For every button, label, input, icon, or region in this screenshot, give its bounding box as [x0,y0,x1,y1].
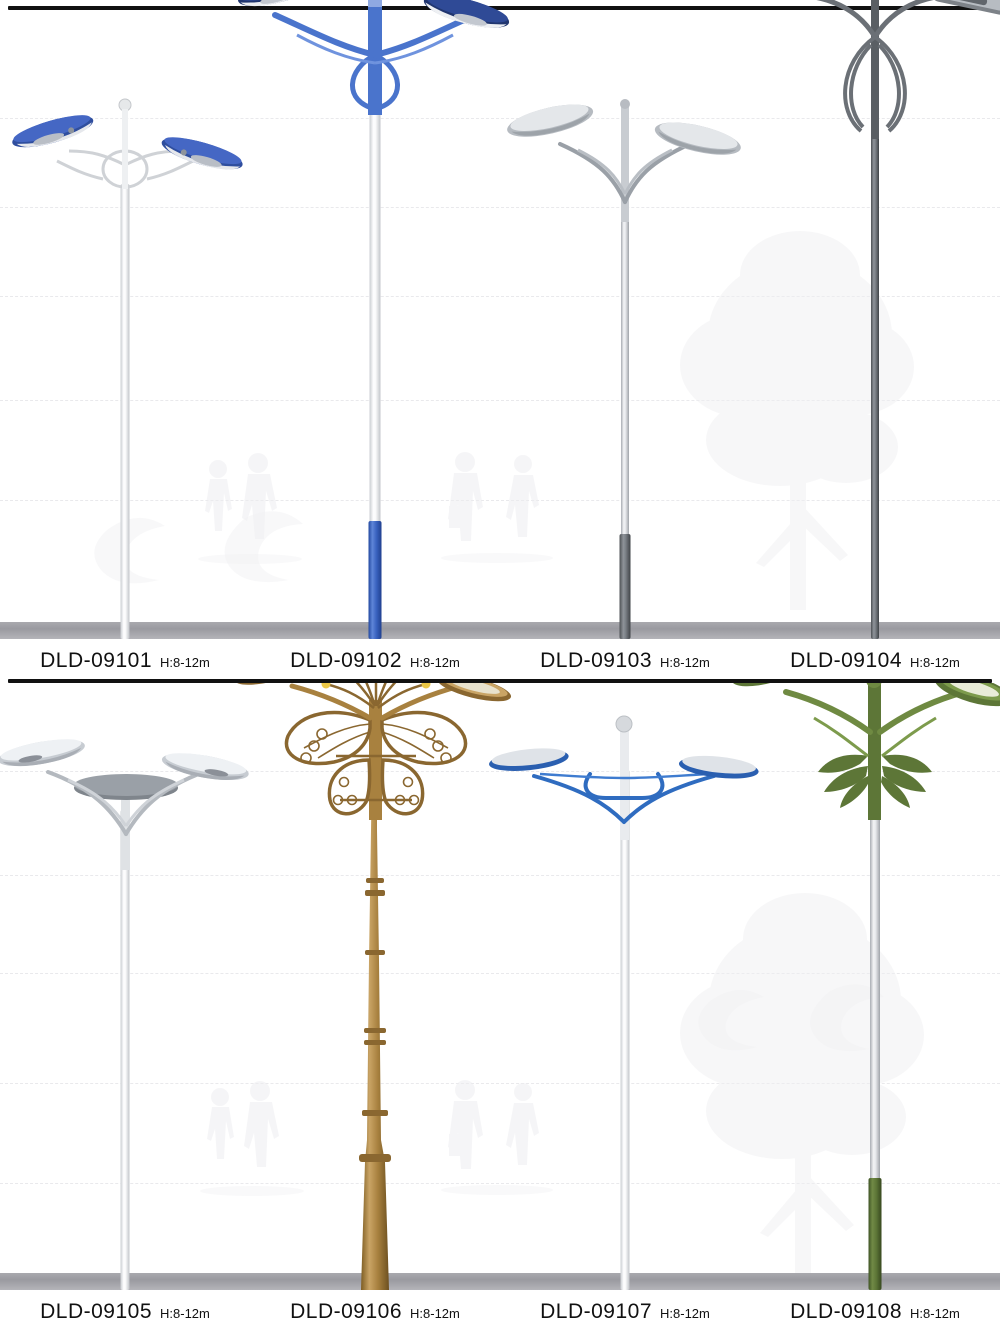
label-row-top: DLD-09101 H:8-12m DLD-09102 H:8-12m DLD-… [0,639,1000,683]
scene-bottom [0,683,1000,1334]
lamp-assembly-dld-09105 [0,739,249,870]
product-code: DLD-09108 [790,1300,903,1323]
product-figure-dld-09101 [0,39,250,639]
gridline [0,771,1000,772]
product-spec: H:8-12m [660,1306,710,1321]
lamp-head-left [12,115,94,148]
gridline [0,1183,1000,1184]
product-figure-dld-09106 [234,683,512,1290]
product-spec: H:8-12m [410,1306,460,1321]
leaf-ornament [818,754,932,808]
lamp-head-right [678,755,759,779]
lamp-head-left [489,748,569,771]
ground-strip [0,1273,1000,1290]
label-row-bottom: DLD-09105 H:8-12m DLD-09106 H:8-12m DLD-… [0,1290,1000,1334]
lamp-head-right [934,683,1000,707]
lamp-assembly-dld-09107 [489,715,759,840]
lamp-assembly-dld-09103 [507,99,741,222]
product-label-dld-09103: DLD-09103 H:8-12m [500,649,750,673]
product-code: DLD-09103 [540,649,653,672]
product-label-dld-09102: DLD-09102 H:8-12m [250,649,500,673]
gridline [0,400,1000,401]
lamp-head-left [0,739,85,767]
product-spec: H:8-12m [910,1306,960,1321]
panel-top-border [8,6,992,10]
gridline [0,1083,1000,1084]
panel-divider [8,679,992,683]
lamp-assembly-dld-09108 [731,683,1000,820]
lamp-assembly-dld-09106 [234,683,512,820]
catalog-panel-bottom: DLD-09105 H:8-12m DLD-09106 H:8-12m DLD-… [0,683,1000,1334]
product-figure-dld-09107 [489,715,759,1290]
product-label-dld-09105: DLD-09105 H:8-12m [0,1300,250,1324]
pole-ornate-base [359,710,391,1290]
product-code: DLD-09106 [290,1300,403,1323]
lamp-head-right [423,0,510,28]
lamp-head-right [161,137,243,170]
product-label-dld-09107: DLD-09107 H:8-12m [500,1300,750,1324]
gridline [0,296,1000,297]
product-label-dld-09108: DLD-09108 H:8-12m [750,1300,1000,1324]
gridline [0,500,1000,501]
lamp-head-left [731,683,809,687]
lamp-head-left [238,0,324,7]
product-code: DLD-09102 [290,649,403,672]
lamp-assembly-dld-09104 [816,0,1000,139]
lamp-assembly-dld-09101 [12,98,243,189]
product-figure-dld-09103 [500,99,750,639]
lamp-assembly-dld-09102 [238,0,510,115]
product-code: DLD-09107 [540,1300,653,1323]
gridline [0,118,1000,119]
product-spec: H:8-12m [410,655,460,670]
lamp-head-right [437,683,512,702]
product-code: DLD-09105 [40,1300,153,1323]
gridline [0,973,1000,974]
product-label-dld-09104: DLD-09104 H:8-12m [750,649,1000,673]
product-figure-dld-09105 [0,739,250,1290]
scene-top [0,0,1000,639]
product-code: DLD-09101 [40,649,153,672]
product-spec: H:8-12m [160,1306,210,1321]
product-figure-dld-09104 [750,0,1000,639]
lamp-head-left [507,104,594,137]
pole-lower-section [619,534,631,639]
gridline [0,875,1000,876]
gridline [0,207,1000,208]
product-code: DLD-09104 [790,649,903,672]
lamp-head-right [931,0,1000,15]
product-label-dld-09101: DLD-09101 H:8-12m [0,649,250,673]
pole-lower-section [868,1178,882,1290]
product-figure-dld-09108 [731,683,1000,1290]
antenna-beads [321,683,431,689]
lamp-head-right [161,753,249,781]
product-spec: H:8-12m [160,655,210,670]
product-label-dld-09106: DLD-09106 H:8-12m [250,1300,500,1324]
pole-lower-section [368,521,382,639]
product-figure-dld-09102 [238,0,510,639]
lamp-head-right [654,122,741,155]
ground-strip [0,622,1000,639]
catalog-panel-top: DLD-09101 H:8-12m DLD-09102 H:8-12m DLD-… [0,0,1000,683]
product-spec: H:8-12m [910,655,960,670]
product-spec: H:8-12m [660,655,710,670]
